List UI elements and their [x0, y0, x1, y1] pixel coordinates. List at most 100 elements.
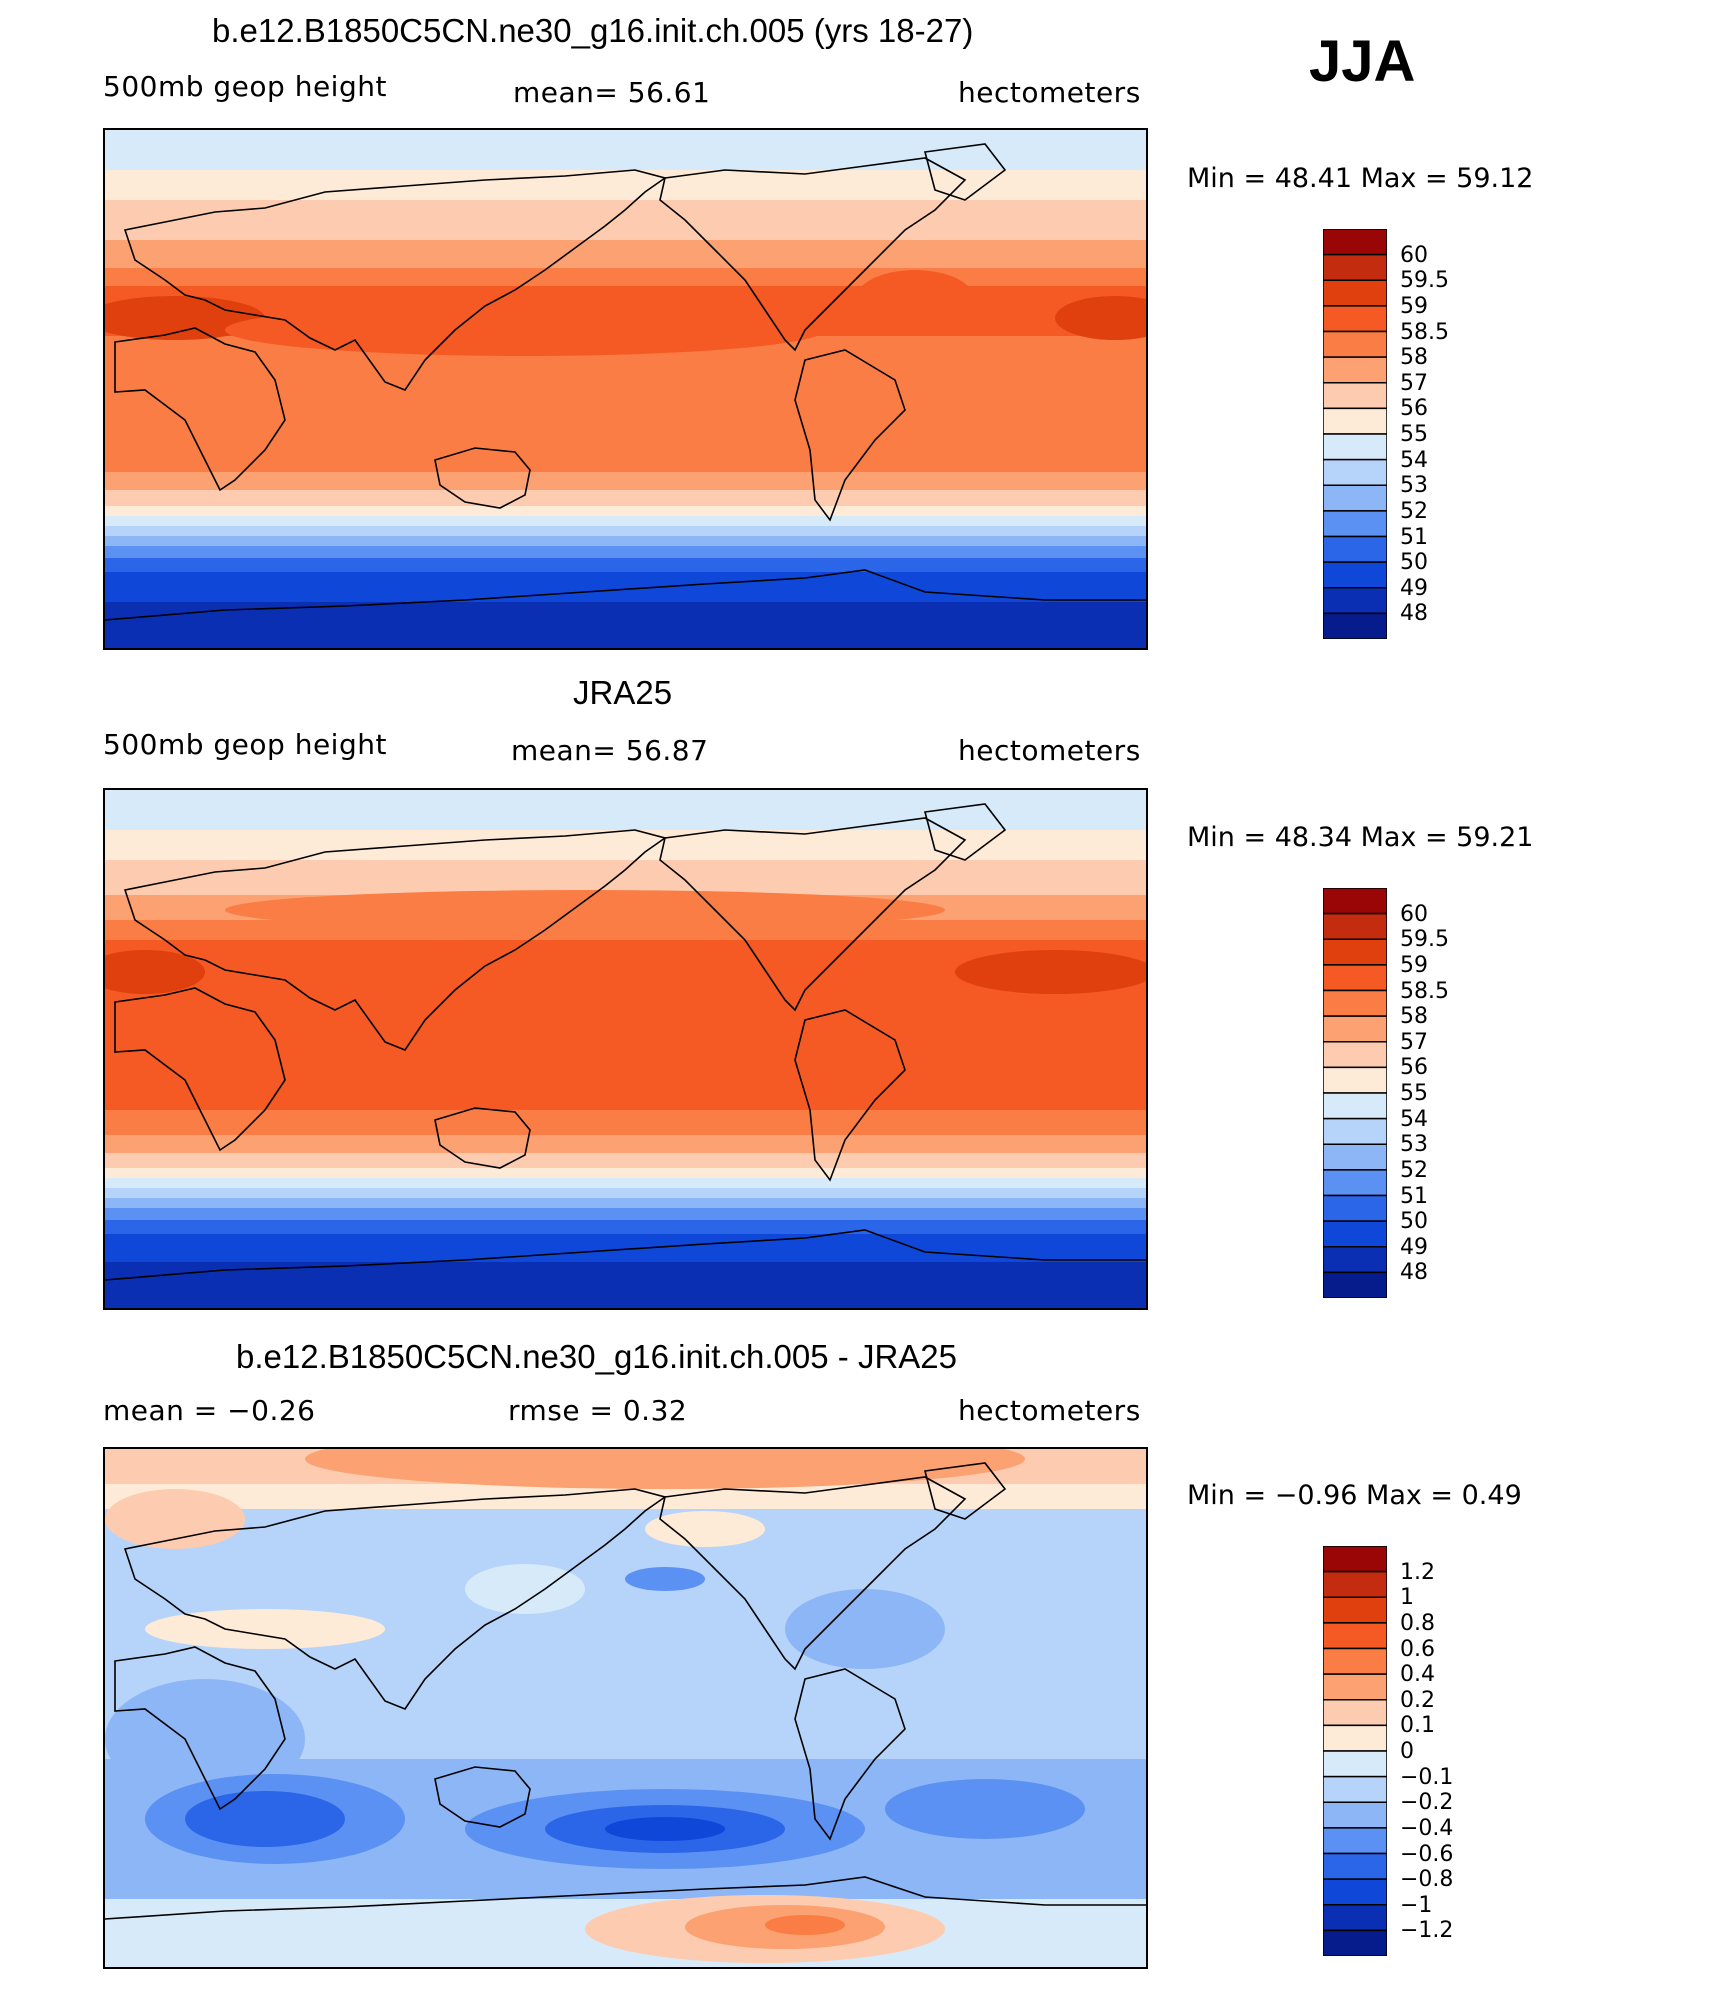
colorbar-swatch: [1323, 1929, 1387, 1956]
coast-north-america: [659, 1476, 967, 1671]
colorbar-swatch: [1323, 279, 1387, 307]
anomaly: [605, 1817, 725, 1841]
coast-antarctica: [105, 569, 1146, 621]
colorbar-level-label: 0.1: [1400, 1713, 1435, 1739]
colorbar-swatch: [1323, 1647, 1387, 1675]
coast-australia: [434, 1766, 531, 1828]
colorbar-swatch: [1323, 305, 1387, 333]
colorbar-swatch: [1323, 1092, 1387, 1120]
colorbar-level-label: 54: [1400, 1106, 1428, 1132]
colorbar-level-label: 57: [1400, 1029, 1428, 1055]
colorbar-swatch: [1323, 1852, 1387, 1880]
panel-3-title: b.e12.B1850C5CN.ne30_g16.init.ch.005 - J…: [236, 1338, 957, 1375]
coast-south-america: [794, 1009, 906, 1182]
colorbar-swatch: [1323, 1143, 1387, 1171]
colorbar-swatch: [1323, 1015, 1387, 1043]
colorbar-swatch: [1323, 1546, 1387, 1573]
band: [105, 830, 1146, 860]
colorbar-swatch: [1323, 1066, 1387, 1094]
anomaly: [625, 1567, 705, 1591]
colorbar-level-label: 0.4: [1400, 1662, 1435, 1688]
colorbar-swatch: [1323, 1117, 1387, 1146]
colorbar-swatch: [1323, 1750, 1387, 1778]
colorbar-level-label: 56: [1400, 396, 1428, 422]
colorbar-level-label: −0.6: [1400, 1841, 1454, 1867]
anomaly: [855, 270, 975, 330]
band: [105, 1178, 1146, 1188]
colorbar-swatch: [1323, 1878, 1387, 1906]
panel-3-mean-label: mean = −0.26: [103, 1394, 316, 1427]
band: [105, 1198, 1146, 1208]
coast-africa: [114, 327, 286, 492]
colorbar-swatch: [1323, 1801, 1387, 1829]
colorbar-swatch: [1323, 253, 1387, 282]
band: [105, 490, 1146, 506]
band: [105, 546, 1146, 558]
panel-2-mean-label: mean= 56.87: [511, 734, 709, 767]
band: [105, 790, 1146, 830]
colorbar-swatch: [1323, 612, 1387, 639]
coastlines: [105, 803, 1146, 1281]
colorbar-swatch: [1323, 458, 1387, 487]
band: [105, 1220, 1146, 1234]
coast-greenland: [923, 803, 1007, 861]
panel-1-variable-label: 500mb geop height: [103, 70, 387, 103]
band: [105, 860, 1146, 895]
coast-antarctica: [105, 1229, 1146, 1281]
colorbar-swatch: [1323, 382, 1387, 410]
colorbar-level-label: 58: [1400, 1004, 1428, 1030]
colorbar-level-label: 55: [1400, 422, 1428, 447]
anomaly: [885, 1779, 1085, 1839]
colorbar-level-label: 59.5: [1400, 927, 1449, 953]
band: [105, 558, 1146, 572]
colorbar-swatch: [1323, 1246, 1387, 1274]
colorbar-swatch: [1323, 888, 1387, 915]
colorbar-level-label: 49: [1400, 1234, 1428, 1260]
coast-south-america: [794, 349, 906, 522]
panel-2-title: JRA25: [573, 674, 673, 711]
panel-3-units-label: hectometers: [958, 1394, 1141, 1427]
band: [105, 516, 1146, 526]
panel-3-min-max: Min = −0.96 Max = 0.49: [1187, 1480, 1522, 1511]
band: [105, 268, 1146, 286]
colorbar-swatch: [1323, 1622, 1387, 1650]
colorbar-level-label: 49: [1400, 575, 1428, 601]
anomaly: [185, 1791, 345, 1847]
colorbar-level-label: 52: [1400, 1157, 1428, 1183]
band: [105, 472, 1146, 490]
band: [105, 240, 1146, 268]
band: [105, 1208, 1146, 1220]
panel-1-title: b.e12.B1850C5CN.ne30_g16.init.ch.005 (yr…: [212, 12, 974, 49]
anomaly: [645, 1511, 765, 1547]
colorbar-level-label: 1.2: [1400, 1559, 1435, 1585]
panel-2-map: [103, 788, 1148, 1310]
panel-3-field: [105, 1449, 1146, 1967]
colorbar-level-label: −0.4: [1400, 1815, 1454, 1841]
colorbar-level-label: 56: [1400, 1055, 1428, 1081]
colorbar-level-label: 60: [1400, 242, 1428, 268]
coast-australia: [434, 1107, 531, 1169]
colorbar-level-label: 0.6: [1400, 1636, 1435, 1662]
panel-3-rmse-label: rmse = 0.32: [508, 1394, 688, 1427]
colorbar-swatch: [1323, 484, 1387, 512]
panel-1-min-max: Min = 48.41 Max = 59.12: [1187, 163, 1534, 194]
panel-3-colorbar: [1323, 1546, 1387, 1956]
colorbar-swatch: [1323, 1775, 1387, 1804]
coast-africa: [114, 987, 286, 1152]
coastlines: [105, 143, 1146, 621]
colorbar-swatch: [1323, 1194, 1387, 1222]
anomaly: [465, 1564, 585, 1614]
colorbar-level-label: 58.5: [1400, 978, 1449, 1004]
band: [105, 1188, 1146, 1198]
panel-2-colorbar: [1323, 888, 1387, 1298]
anomaly: [305, 1449, 1025, 1489]
panel-2-units-label: hectometers: [958, 734, 1141, 767]
colorbar-swatch: [1323, 1904, 1387, 1932]
coast-greenland: [923, 1462, 1007, 1520]
colorbar-swatch: [1323, 535, 1387, 563]
band: [105, 200, 1146, 240]
colorbar-swatch: [1323, 989, 1387, 1017]
anomaly: [105, 1489, 245, 1549]
colorbar-level-label: 58: [1400, 345, 1428, 371]
colorbar-swatch: [1323, 587, 1387, 615]
